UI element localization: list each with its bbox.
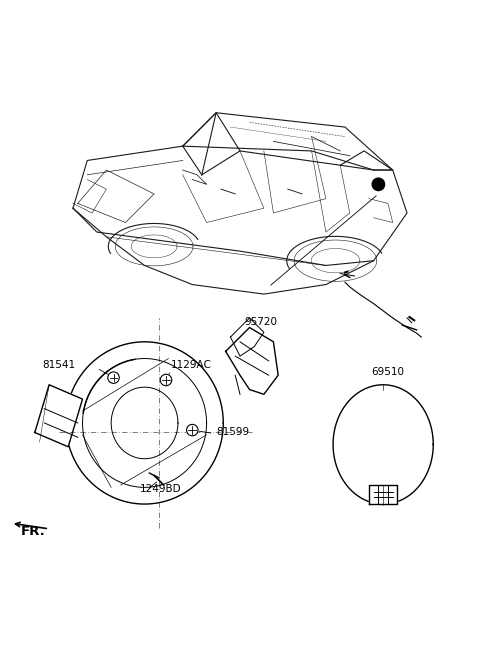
Text: FR.: FR.	[21, 525, 45, 538]
Text: 95720: 95720	[245, 317, 278, 327]
Circle shape	[372, 178, 384, 191]
Text: 69510: 69510	[371, 367, 404, 377]
Text: 1249BD: 1249BD	[140, 484, 181, 494]
Polygon shape	[226, 328, 278, 394]
Polygon shape	[35, 384, 83, 447]
Text: 1129AC: 1129AC	[171, 360, 212, 370]
Polygon shape	[369, 485, 397, 504]
Text: 81541: 81541	[42, 360, 75, 370]
Circle shape	[160, 374, 172, 386]
Circle shape	[108, 372, 119, 383]
Circle shape	[187, 424, 198, 436]
Text: 81599: 81599	[216, 427, 249, 437]
